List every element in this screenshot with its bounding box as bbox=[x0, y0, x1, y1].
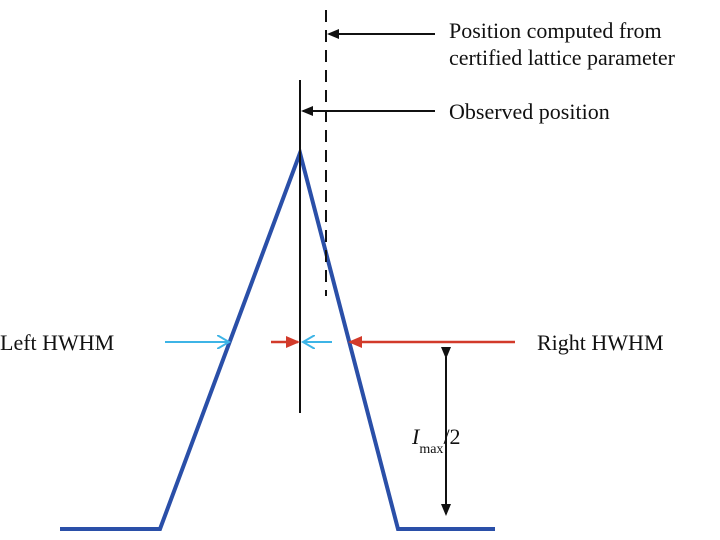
right-hwhm-label: Right HWHM bbox=[537, 330, 664, 355]
half-max-suffix: /2 bbox=[443, 424, 460, 449]
computed-position-label-line1: Position computed from bbox=[449, 18, 662, 43]
half-max-label: Imax/2 bbox=[411, 424, 461, 457]
computed-position-label-line2: certified lattice parameter bbox=[449, 45, 676, 70]
left-hwhm-label: Left HWHM bbox=[0, 330, 114, 355]
observed-position-label: Observed position bbox=[449, 99, 610, 124]
half-max-subscript: max bbox=[419, 442, 443, 457]
half-max-symbol: I bbox=[411, 424, 421, 449]
